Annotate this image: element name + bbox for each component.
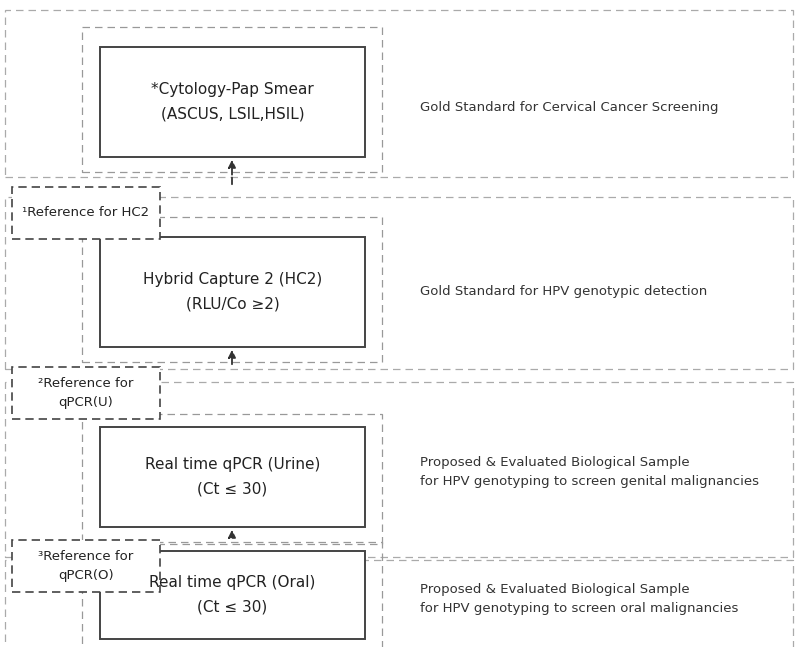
Bar	[82, 217, 382, 362]
Bar	[82, 414, 382, 544]
Text: *Cytology-Pap Smear
(ASCUS, LSIL,HSIL): *Cytology-Pap Smear (ASCUS, LSIL,HSIL)	[151, 82, 314, 122]
Bar	[12, 540, 160, 592]
Bar	[100, 551, 365, 639]
Bar	[100, 427, 365, 527]
Text: Hybrid Capture 2 (HC2)
(RLU/Co ≥2): Hybrid Capture 2 (HC2) (RLU/Co ≥2)	[143, 272, 322, 312]
Bar	[5, 560, 793, 647]
Bar	[5, 10, 793, 177]
Bar	[82, 27, 382, 172]
Text: Real time qPCR (Oral)
(Ct ≤ 30): Real time qPCR (Oral) (Ct ≤ 30)	[150, 575, 316, 615]
Bar	[5, 197, 793, 369]
Text: Proposed & Evaluated Biological Sample
for HPV genotyping to screen genital mali: Proposed & Evaluated Biological Sample f…	[420, 456, 759, 488]
Bar	[82, 542, 382, 647]
Text: Real time qPCR (Urine)
(Ct ≤ 30): Real time qPCR (Urine) (Ct ≤ 30)	[145, 457, 320, 497]
Bar	[12, 367, 160, 419]
Text: ²Reference for
qPCR(U): ²Reference for qPCR(U)	[38, 377, 134, 409]
Text: ³Reference for
qPCR(O): ³Reference for qPCR(O)	[38, 550, 134, 582]
Bar	[12, 187, 160, 239]
Text: Proposed & Evaluated Biological Sample
for HPV genotyping to screen oral maligna: Proposed & Evaluated Biological Sample f…	[420, 583, 738, 615]
Text: ¹Reference for HC2: ¹Reference for HC2	[22, 206, 150, 219]
Bar	[100, 237, 365, 347]
Bar	[5, 382, 793, 557]
Text: Gold Standard for HPV genotypic detection: Gold Standard for HPV genotypic detectio…	[420, 285, 707, 298]
Text: Gold Standard for Cervical Cancer Screening: Gold Standard for Cervical Cancer Screen…	[420, 100, 718, 113]
Bar	[100, 47, 365, 157]
